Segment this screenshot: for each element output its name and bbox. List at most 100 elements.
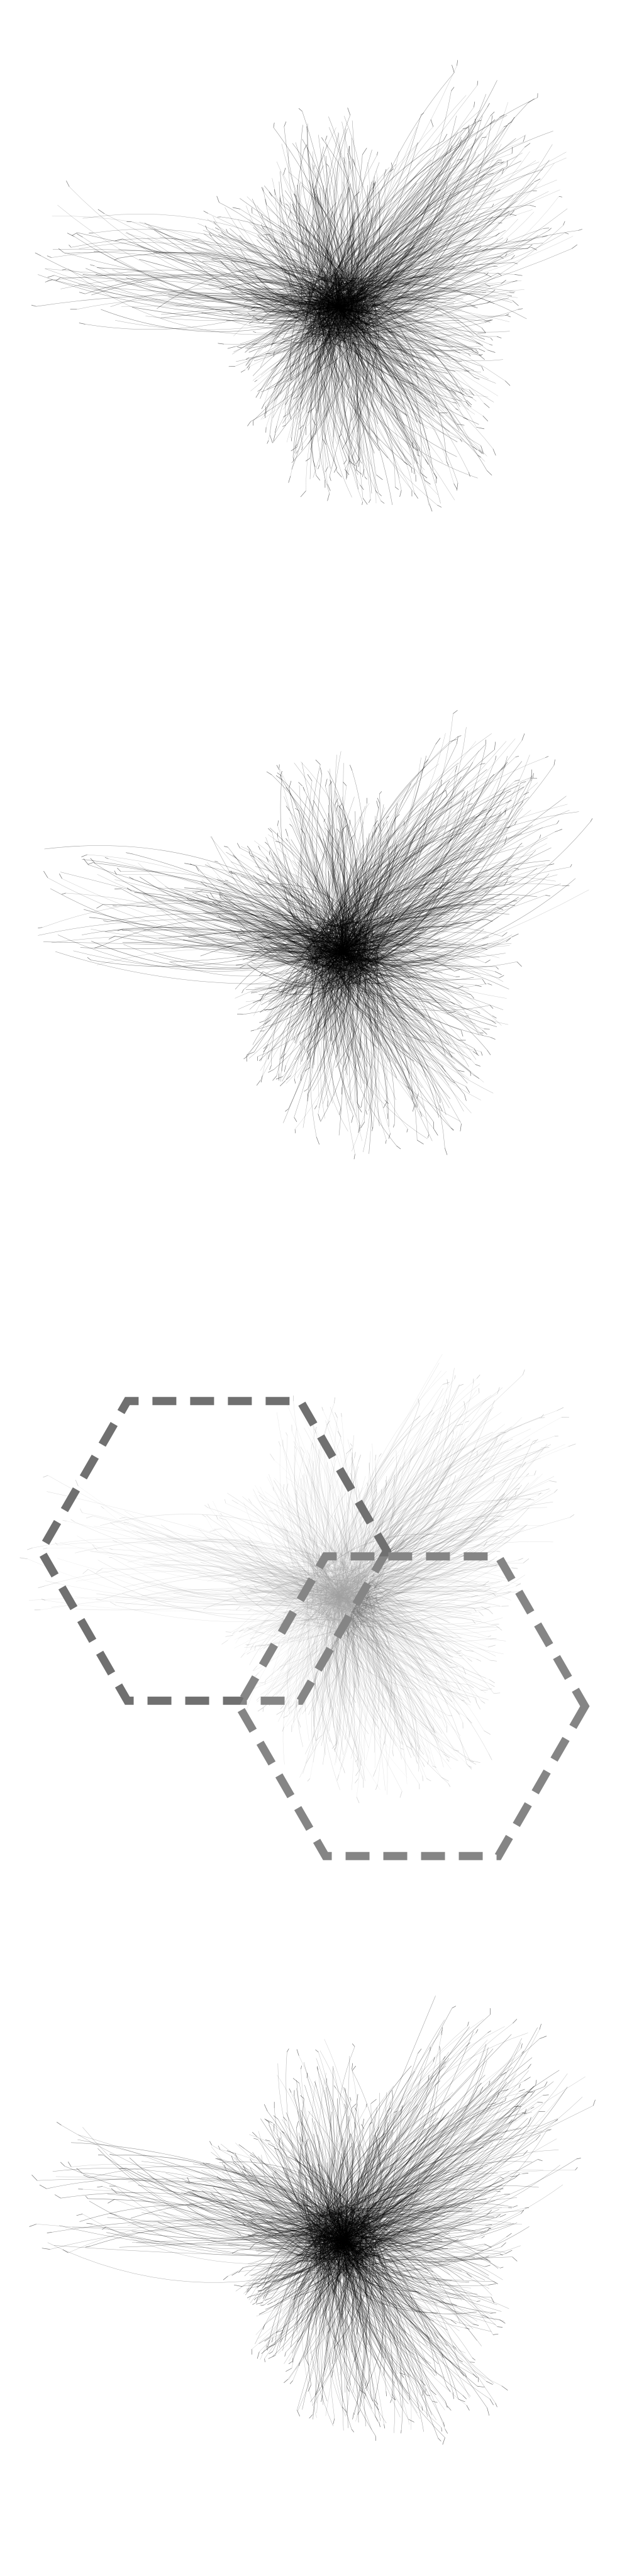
network-edge — [328, 1556, 477, 1617]
network-edge — [343, 1594, 356, 1672]
network-leaf — [343, 782, 347, 786]
network-leaf — [87, 957, 91, 960]
network-leaf — [336, 806, 338, 812]
network-leaf — [276, 765, 280, 770]
network-edge — [356, 326, 439, 346]
network-leaf — [469, 389, 475, 396]
network-edge — [350, 765, 555, 931]
network-edge — [340, 309, 370, 435]
network-edge — [50, 888, 343, 954]
network-edge — [328, 237, 504, 279]
network-edge — [321, 979, 428, 1140]
network-leaf — [396, 1720, 397, 1726]
network-edge — [330, 160, 536, 276]
network-edge — [364, 943, 380, 1126]
network-edge — [268, 295, 316, 441]
network-leaf — [209, 892, 214, 898]
network-hub-edge — [339, 296, 345, 309]
network-leaf — [460, 1123, 462, 1131]
network-edge — [328, 770, 352, 915]
network-edge — [347, 1598, 458, 1614]
network-edge — [228, 880, 353, 946]
network-leaf — [406, 1129, 408, 1133]
network-leaf — [514, 1487, 520, 1490]
network-edge — [369, 210, 445, 322]
network-edge — [379, 906, 497, 959]
network-edge — [141, 1589, 317, 1620]
network-leaf — [496, 189, 501, 192]
network-leaf — [265, 841, 268, 845]
network-edge — [308, 1591, 335, 1632]
network-edge — [348, 296, 440, 335]
network-edge — [239, 1589, 326, 1627]
network-leaf — [414, 1416, 421, 1421]
network-edge — [218, 905, 366, 974]
network-edge — [306, 948, 355, 1068]
network-edge — [145, 308, 338, 321]
network-edge — [301, 302, 347, 400]
network-edge — [341, 309, 468, 397]
network-edge — [260, 320, 305, 420]
network-edge — [299, 223, 360, 296]
network-hub-edge — [339, 292, 365, 309]
network-edge — [375, 836, 467, 955]
network-leaf — [479, 355, 486, 360]
network-edge — [339, 134, 457, 291]
network-edge — [363, 943, 413, 1096]
network-edge — [133, 1588, 341, 1611]
network-edge — [318, 303, 420, 327]
network-leaf — [463, 417, 468, 420]
network-edge — [353, 318, 369, 422]
network-leaf — [516, 1583, 521, 1587]
network-edge — [261, 979, 343, 1058]
network-edge — [300, 1565, 343, 1699]
network-edge — [347, 833, 382, 918]
network-edge — [306, 133, 339, 318]
network-edge — [196, 887, 366, 936]
network-leaf — [274, 384, 277, 390]
network-edge — [340, 958, 440, 1106]
network-leaf — [203, 211, 208, 214]
network-edge — [340, 1600, 448, 1784]
network-edge — [66, 269, 343, 304]
network-leaf — [570, 863, 572, 867]
network-edge — [340, 319, 460, 343]
network-leaf — [509, 881, 514, 885]
network-leaf — [186, 898, 191, 901]
network-edge — [235, 972, 317, 999]
network-edge — [351, 126, 434, 283]
network-edge — [316, 1474, 543, 1591]
network-leaf — [503, 125, 508, 128]
network-edge — [345, 243, 370, 292]
network-leaf — [557, 1407, 564, 1411]
network-edge — [268, 208, 333, 305]
network-edge — [350, 1594, 401, 1749]
network-edge — [364, 1446, 569, 1621]
network-edge — [354, 1619, 402, 1744]
network-edge — [335, 755, 365, 944]
network-leaf — [457, 482, 458, 491]
network-leaf — [453, 483, 457, 489]
network-edge — [335, 306, 372, 466]
network-edge — [110, 288, 320, 309]
network-edge — [349, 314, 425, 480]
network-leaf — [255, 392, 260, 398]
network-leaf — [275, 1076, 284, 1080]
network-leaf — [259, 1020, 265, 1023]
network-leaf — [312, 1442, 314, 1448]
network-edge — [299, 826, 316, 969]
network-leaf — [419, 1111, 423, 1117]
network-edge — [325, 897, 365, 973]
network-edge — [138, 1528, 343, 1594]
network-edge — [350, 815, 475, 939]
network-edge — [280, 885, 364, 960]
network-leaf — [467, 803, 473, 806]
network-edge — [115, 280, 353, 296]
network-edge — [347, 989, 441, 1001]
network-hub-edge — [337, 274, 340, 309]
network-leaf — [258, 884, 265, 886]
network-leaf — [487, 1050, 491, 1055]
network-edge — [277, 250, 312, 315]
network-edge — [353, 1604, 360, 1677]
network-edge — [303, 295, 389, 306]
